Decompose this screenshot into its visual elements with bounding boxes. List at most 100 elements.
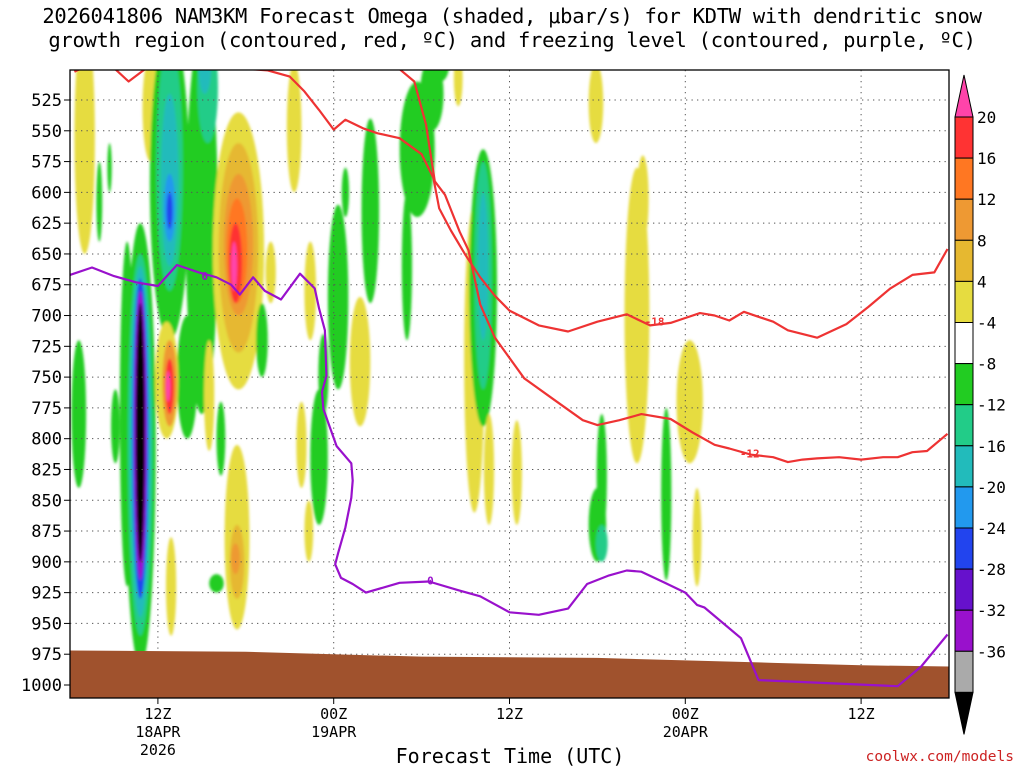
y-tick-label: 900: [31, 553, 62, 573]
omega-region: [511, 420, 522, 525]
contour-label: 0: [201, 270, 208, 283]
omega-region: [198, 70, 212, 94]
omega-region: [310, 389, 328, 525]
x-tick-year: 2026: [140, 741, 176, 759]
colorbar-label: -8: [977, 355, 996, 374]
colorbar-label: 16: [977, 149, 996, 168]
y-tick-label: 825: [31, 460, 62, 480]
terrain-fill: [70, 650, 949, 698]
omega-region: [265, 241, 276, 304]
omega-shading: [71, 70, 703, 667]
colorbar-swatch: [954, 650, 974, 693]
y-axis: 525 550 575 600 625 650 675 700 725 750 775 800 825 8…: [21, 91, 70, 696]
colorbar-swatch: [954, 609, 974, 652]
colorbar-label: -12: [977, 396, 1006, 415]
omega-region: [166, 192, 173, 230]
colorbar-swatch: [954, 280, 974, 323]
colorbar-label: 20: [977, 108, 996, 127]
y-tick-label: 775: [31, 399, 62, 419]
omega-region: [165, 370, 171, 402]
omega-region: [588, 70, 604, 144]
x-axis-label: Forecast Time (UTC): [395, 744, 625, 768]
y-tick-label: 975: [31, 645, 62, 665]
colorbar-swatch: [954, 486, 974, 529]
terrain-band: [70, 650, 949, 698]
y-tick-label: 675: [31, 276, 62, 296]
omega-region: [107, 143, 112, 193]
omega-region: [74, 70, 95, 254]
freezing-level-contour: [70, 263, 949, 688]
omega-region: [231, 241, 238, 291]
colorbar-swatch: [954, 404, 974, 447]
omega-region: [420, 70, 444, 131]
colorbar-label: 4: [977, 272, 987, 291]
x-tick-date: 20APR: [663, 723, 709, 741]
y-tick-label: 600: [31, 183, 62, 203]
y-tick-label: 700: [31, 307, 62, 327]
y-tick-label: 950: [31, 614, 62, 634]
omega-region: [636, 155, 649, 242]
temperature-contours: [70, 70, 949, 688]
colorbar-label: -20: [977, 478, 1006, 497]
colorbar-label: 12: [977, 190, 996, 209]
omega-region: [676, 340, 703, 464]
omega-region: [71, 340, 87, 488]
x-tick-label: 12Z: [848, 705, 875, 723]
credit-link[interactable]: coolwx.com/models: [865, 749, 1014, 765]
omega-region: [96, 161, 103, 242]
x-tick-date: 19APR: [311, 723, 357, 741]
omega-region: [349, 297, 371, 427]
omega-region: [165, 537, 177, 636]
omega-region: [185, 70, 218, 414]
omega-region: [296, 401, 307, 488]
colorbar-label: -4: [977, 314, 996, 333]
omega-region: [630, 303, 644, 408]
omega-region: [661, 407, 672, 581]
omega-region: [401, 192, 413, 341]
colorbar-swatch: [954, 527, 974, 570]
chart-title: 2026041806 NAM3KM Forecast Omega (shaded…: [0, 4, 1024, 52]
y-tick-label: 575: [31, 153, 62, 173]
y-tick-label: 725: [31, 337, 62, 357]
omega-region: [216, 401, 226, 476]
omega-region: [111, 389, 120, 464]
omega-region: [327, 204, 349, 390]
y-tick-label: 800: [31, 430, 62, 450]
colorbar-label: 8: [977, 231, 987, 250]
chart-title-line-1: 2026041806 NAM3KM Forecast Omega (shaded…: [42, 4, 982, 28]
omega-region: [256, 303, 268, 378]
omega-region: [176, 315, 198, 439]
omega-region: [135, 303, 146, 562]
colorbar-swatch: [954, 363, 974, 406]
omega-region: [209, 574, 224, 593]
colorbar-swatch: [954, 198, 974, 241]
colorbar-swatch: [954, 239, 974, 282]
omega-region: [692, 487, 702, 587]
omega-region: [595, 524, 608, 562]
colorbar-label: -36: [977, 642, 1006, 661]
colorbar-swatch: [954, 116, 974, 159]
contour-label: 0: [427, 574, 434, 587]
omega-region: [204, 340, 215, 451]
y-tick-label: 925: [31, 584, 62, 604]
y-tick-label: 625: [31, 214, 62, 234]
colorbar-swatch: [954, 445, 974, 488]
y-tick-label: 525: [31, 91, 62, 111]
colorbar-swatch: [954, 157, 974, 200]
omega-region: [453, 70, 463, 107]
y-tick-label: 1000: [21, 676, 62, 696]
contour-labels: -18 -12 0 0: [201, 270, 759, 587]
dendritic-contour: [73, 70, 949, 339]
x-tick-label: 00Z: [320, 705, 347, 723]
colorbar-label: -24: [977, 519, 1006, 538]
x-tick-label: 00Z: [672, 705, 699, 723]
contour-label: -12: [740, 447, 760, 460]
omega-region: [304, 500, 314, 562]
colorbar: 20 16 12 8 4 -4 -8 -12 -16 -20 -24 -28 -32 -36: [954, 74, 1006, 735]
y-tick-label: 650: [31, 245, 62, 265]
x-tick-label: 12Z: [496, 705, 523, 723]
colorbar-label: -16: [977, 437, 1006, 456]
omega-region: [361, 118, 380, 304]
